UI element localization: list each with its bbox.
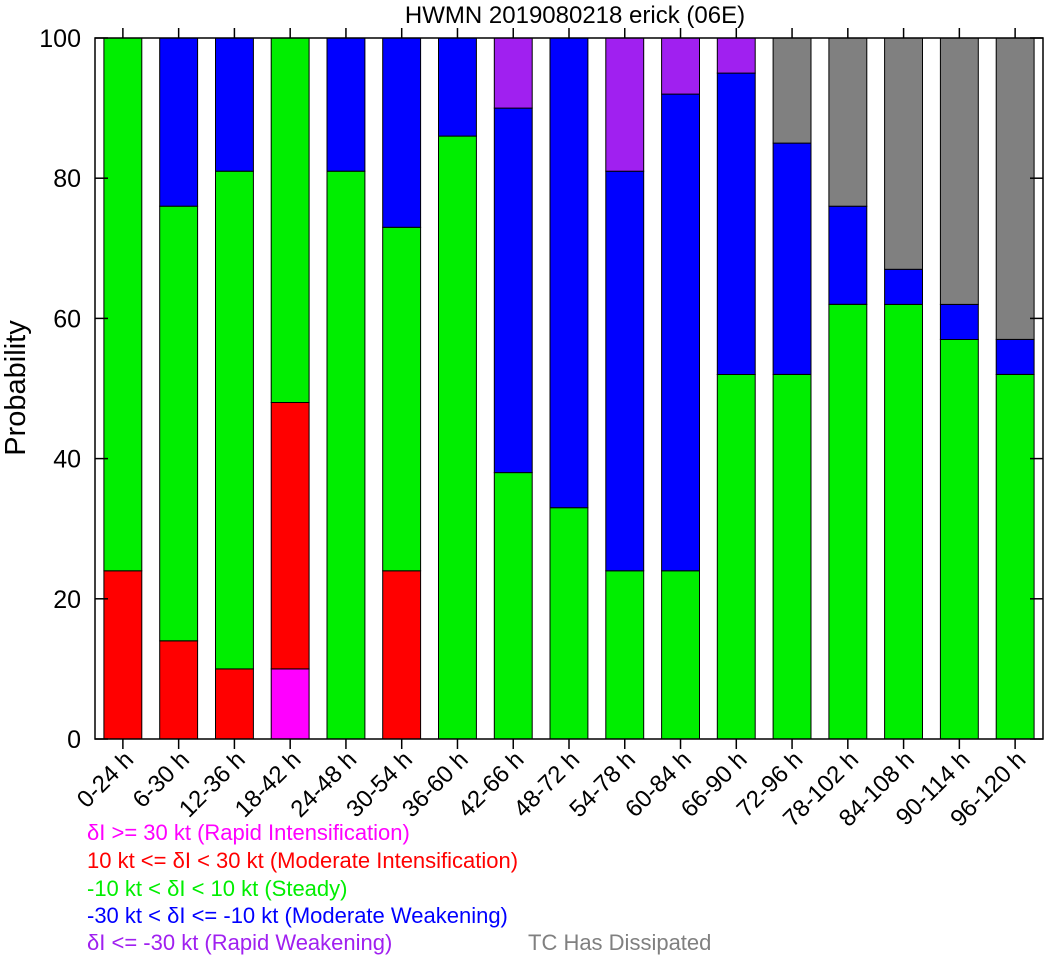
chart-title: HWMN 2019080218 erick (06E): [405, 2, 745, 29]
bar-segment-84-108-h-tc-has-dissipated: [884, 37, 923, 270]
bar-segment-48-72-h-30-kt-i-10-kt-moderate-weakening: [549, 37, 589, 509]
bar-segment-54-78-h-30-kt-i-10-kt-moderate-weakening: [605, 170, 645, 572]
bar-segment-54-78-h-10-kt-i-10-kt-steady: [605, 570, 645, 740]
bar-segment-96-120-h-tc-has-dissipated: [995, 37, 1035, 340]
legend-line-rapid-weakening: δI <= -30 kt (Rapid Weakening): [87, 930, 393, 955]
bar-segment-18-42-h-10-kt-i-30-kt-moderate-intensification: [270, 402, 310, 670]
bar-segment-6-30-h-10-kt-i-10-kt-steady: [159, 205, 199, 642]
legend-line-moderate-weakening: -30 kt < δI <= -10 kt (Moderate Weakenin…: [87, 903, 508, 928]
bar-segment-66-90-h-i-30-kt-rapid-weakening: [716, 37, 756, 74]
bar-segment-0-24-h-10-kt-i-30-kt-moderate-intensification: [103, 570, 143, 740]
y-axis-ticks: 0 20 40 60 80 100: [39, 25, 1043, 754]
bar-segment-42-66-h-i-30-kt-rapid-weakening: [493, 37, 533, 109]
y-tick-label: 60: [53, 305, 81, 333]
bar-segment-84-108-h-30-kt-i-10-kt-moderate-weakening: [884, 268, 923, 305]
bar-segment-78-102-h-tc-has-dissipated: [828, 37, 868, 207]
bar-segment-6-30-h-10-kt-i-30-kt-moderate-intensification: [159, 640, 199, 740]
y-tick-label: 20: [53, 586, 81, 614]
legend-dissipated: TC Has Dissipated: [528, 930, 712, 955]
bar-segment-66-90-h-10-kt-i-10-kt-steady: [716, 374, 756, 740]
bar-segment-24-48-h-30-kt-i-10-kt-moderate-weakening: [326, 37, 366, 172]
bar-segment-78-102-h-10-kt-i-10-kt-steady: [828, 303, 868, 740]
bar-segment-72-96-h-10-kt-i-10-kt-steady: [772, 374, 812, 740]
bar-segment-66-90-h-30-kt-i-10-kt-moderate-weakening: [716, 72, 756, 375]
bar-segment-96-120-h-10-kt-i-10-kt-steady: [995, 374, 1035, 740]
bar-segment-84-108-h-10-kt-i-10-kt-steady: [884, 303, 923, 740]
bar-segment-90-114-h-tc-has-dissipated: [939, 37, 979, 305]
bars-layer: [103, 37, 1035, 740]
legend-line-steady: -10 kt < δI < 10 kt (Steady): [87, 876, 348, 901]
bar-segment-54-78-h-i-30-kt-rapid-weakening: [605, 37, 645, 172]
bar-segment-30-54-h-10-kt-i-10-kt-steady: [382, 226, 422, 572]
plot-frame: [94, 37, 1044, 740]
bar-segment-12-36-h-10-kt-i-30-kt-moderate-intensification: [215, 668, 254, 740]
y-tick-label: 40: [53, 446, 81, 474]
y-tick-label: 80: [53, 165, 81, 193]
bar-segment-30-54-h-30-kt-i-10-kt-moderate-weakening: [382, 37, 422, 228]
legend-line-rapid-intensification: δI >= 30 kt (Rapid Intensification): [87, 820, 410, 845]
y-tick-label: 0: [67, 726, 81, 754]
y-axis-label: Probability: [0, 320, 32, 456]
bar-segment-60-84-h-30-kt-i-10-kt-moderate-weakening: [661, 93, 700, 572]
bar-segment-78-102-h-30-kt-i-10-kt-moderate-weakening: [828, 205, 868, 305]
legend-line-moderate-intensification: 10 kt <= δI < 30 kt (Moderate Intensific…: [87, 848, 519, 873]
bar-segment-6-30-h-30-kt-i-10-kt-moderate-weakening: [159, 37, 199, 207]
bar-segment-72-96-h-tc-has-dissipated: [772, 37, 812, 144]
bar-segment-24-48-h-10-kt-i-10-kt-steady: [326, 170, 366, 740]
y-tick-label: 100: [39, 25, 81, 53]
bar-segment-18-42-h-10-kt-i-10-kt-steady: [270, 37, 310, 403]
bar-segment-0-24-h-10-kt-i-10-kt-steady: [103, 37, 143, 572]
bar-segment-60-84-h-10-kt-i-10-kt-steady: [661, 570, 700, 740]
bar-segment-18-42-h-i-30-kt-rapid-intensification: [270, 668, 310, 740]
bar-segment-42-66-h-10-kt-i-10-kt-steady: [493, 472, 533, 740]
bar-segment-42-66-h-30-kt-i-10-kt-moderate-weakening: [493, 107, 533, 474]
bar-segment-90-114-h-30-kt-i-10-kt-moderate-weakening: [939, 303, 979, 340]
bar-segment-60-84-h-i-30-kt-rapid-weakening: [661, 37, 700, 95]
bar-segment-12-36-h-10-kt-i-10-kt-steady: [215, 170, 254, 670]
bar-segment-30-54-h-10-kt-i-30-kt-moderate-intensification: [382, 570, 422, 740]
bar-segment-96-120-h-30-kt-i-10-kt-moderate-weakening: [995, 338, 1035, 375]
x-tick-label: 0-24 h: [72, 746, 139, 813]
bar-segment-72-96-h-30-kt-i-10-kt-moderate-weakening: [772, 142, 812, 375]
bar-segment-12-36-h-30-kt-i-10-kt-moderate-weakening: [215, 37, 254, 172]
bar-segment-48-72-h-10-kt-i-10-kt-steady: [549, 507, 589, 740]
bar-segment-90-114-h-10-kt-i-10-kt-steady: [939, 338, 979, 740]
bar-segment-36-60-h-10-kt-i-10-kt-steady: [438, 135, 477, 740]
bar-segment-36-60-h-30-kt-i-10-kt-moderate-weakening: [438, 37, 477, 137]
